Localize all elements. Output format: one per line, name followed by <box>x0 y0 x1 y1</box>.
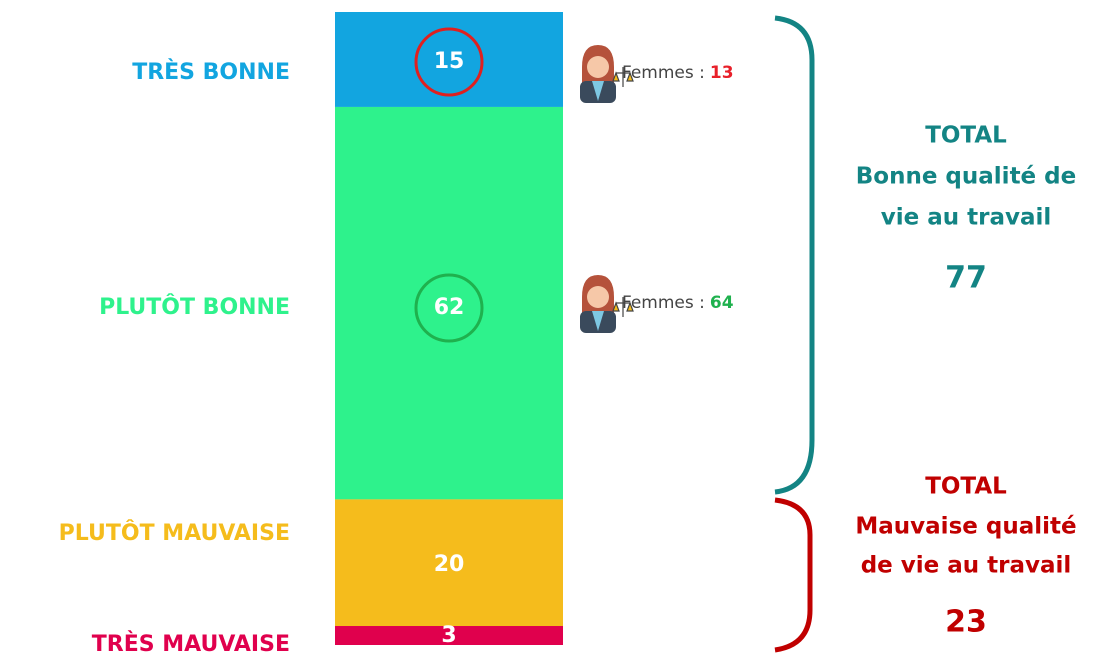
women-icon <box>580 45 634 103</box>
category-label: TRÈS MAUVAISE <box>92 631 290 657</box>
total-value: 77 <box>945 261 987 296</box>
value-ring <box>414 273 484 343</box>
women-value: 13 <box>710 63 734 83</box>
women-label: Femmes : <box>622 63 705 83</box>
icon-scale <box>612 67 634 87</box>
total-title: TOTAL <box>925 474 1007 500</box>
icon-scale <box>612 297 634 317</box>
bar-segment <box>335 106 563 500</box>
total-subtitle: Mauvaise qualité <box>855 514 1076 540</box>
women-icon <box>580 275 634 333</box>
women-annotation: Femmes :13 <box>622 63 734 83</box>
value-label: 15 <box>434 49 465 74</box>
bar-segment <box>335 499 563 627</box>
category-label: PLUTÔT BONNE <box>99 294 290 320</box>
brace-bad <box>774 497 813 653</box>
value-label: 20 <box>434 552 465 577</box>
women-label: Femmes : <box>622 293 705 313</box>
women-annotation: Femmes :64 <box>622 293 734 313</box>
bar-segment <box>335 626 563 645</box>
total-subtitle: de vie au travail <box>861 553 1072 579</box>
value-ring <box>414 27 484 97</box>
total-subtitle: Bonne qualité de <box>856 164 1076 190</box>
women-value: 64 <box>710 293 734 313</box>
category-label: PLUTÔT MAUVAISE <box>59 520 290 546</box>
icon-shirt <box>592 311 604 331</box>
brace-good <box>774 15 815 495</box>
total-subtitle: vie au travail <box>881 205 1052 231</box>
icon-face <box>587 286 609 308</box>
icon-face <box>587 56 609 78</box>
icon-shirt <box>592 81 604 101</box>
total-value: 23 <box>945 605 987 640</box>
total-title: TOTAL <box>925 123 1007 149</box>
category-label: TRÈS BONNE <box>132 59 290 85</box>
value-label: 62 <box>434 295 465 320</box>
value-label: 3 <box>441 623 456 648</box>
